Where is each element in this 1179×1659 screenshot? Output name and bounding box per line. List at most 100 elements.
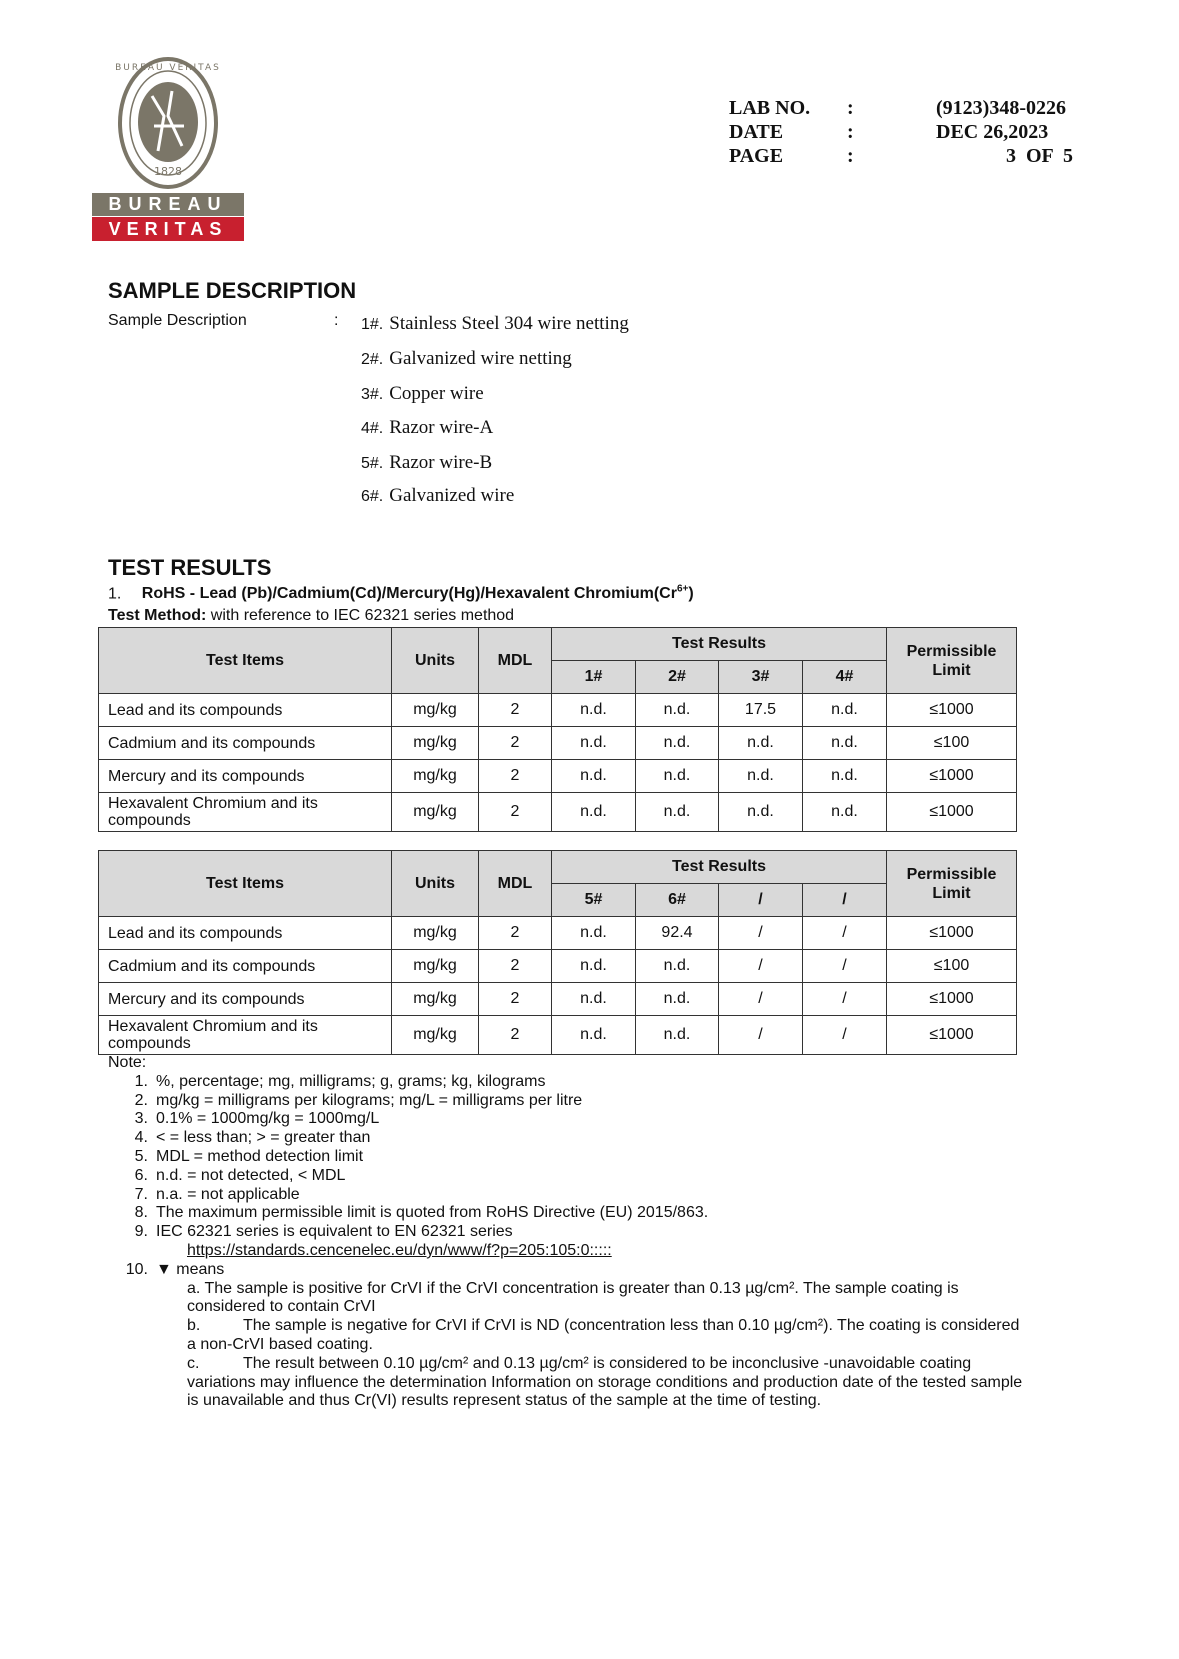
cell-limit: ≤1000 — [886, 693, 1018, 727]
test-item-name: RoHS - Lead (Pb)/Cadmium(Cd)/Mercury(Hg)… — [141, 584, 694, 603]
test-method: Test Method: with reference to IEC 62321… — [108, 607, 514, 625]
cell-value: / — [718, 1015, 803, 1055]
cell-value: n.d. — [635, 792, 719, 832]
table-row: Hexavalent Chromium and its compounds mg/… — [98, 792, 1018, 832]
note-item: 6. n.d. = not detected, < MDL — [134, 1166, 346, 1184]
note-item: 5. MDL = method detection limit — [134, 1147, 364, 1165]
note-10: 10. ▼ means — [125, 1260, 225, 1278]
cell-value: / — [718, 949, 803, 983]
cell-item: Cadmium and its compounds — [98, 726, 392, 760]
cell-limit: ≤1000 — [886, 792, 1018, 832]
cell-value: n.d. — [718, 726, 803, 760]
page-sep: : — [847, 145, 854, 167]
bureau-veritas-logo: 1828 BUREAU VERITAS BUREAU VERITAS — [92, 56, 244, 242]
col-test-results: Test Results — [550, 850, 888, 884]
cell-value: / — [718, 982, 803, 1016]
cell-limit: ≤100 — [886, 726, 1018, 760]
test-method-label: Test Method: — [108, 607, 207, 624]
cell-item: Hexavalent Chromium and its compounds — [98, 792, 392, 832]
sample-item: 4#. Razor wire-A — [361, 417, 494, 438]
cell-limit: ≤1000 — [886, 759, 1018, 793]
cell-units: mg/kg — [391, 792, 479, 832]
cell-units: mg/kg — [391, 1015, 479, 1055]
test-item-number: 1. — [108, 585, 122, 603]
cell-value: / — [801, 916, 888, 950]
logo-line1: BUREAU — [108, 194, 228, 214]
table-row: Mercury and its compounds mg/kg 2 n.d. n.d. /… — [98, 982, 1018, 1016]
cell-mdl: 2 — [478, 792, 552, 832]
cell-mdl: 2 — [478, 916, 552, 950]
cell-value: n.d. — [635, 759, 719, 793]
cell-limit: ≤1000 — [886, 916, 1018, 950]
test-results-heading: TEST RESULTS — [108, 555, 272, 580]
cell-value: n.d. — [551, 982, 636, 1016]
table-row: Lead and its compounds mg/kg 2 n.d. n.d. 17.5… — [98, 693, 1018, 727]
cencenelec-link[interactable]: https://standards.cencenelec.eu/dyn/www/… — [187, 1241, 612, 1259]
cell-mdl: 2 — [478, 949, 552, 983]
cell-limit: ≤1000 — [886, 982, 1018, 1016]
date-label: DATE — [729, 121, 784, 143]
date-value: DEC 26,2023 — [936, 121, 1049, 143]
cell-value: n.d. — [551, 693, 636, 727]
sample-description-sep: : — [334, 312, 339, 329]
cell-item: Lead and its compounds — [98, 693, 392, 727]
note-item: 2. mg/kg = milligrams per kilograms; mg/L… — [134, 1091, 583, 1109]
cell-mdl: 2 — [478, 693, 552, 727]
cell-value: n.d. — [635, 949, 719, 983]
note-item: 9. IEC 62321 series is equivalent to EN 6… — [134, 1223, 513, 1241]
cell-value: / — [801, 1015, 888, 1055]
col-test-items: Test Items — [98, 850, 392, 917]
table-row: Mercury and its compounds mg/kg 2 n.d. n.d. n… — [98, 759, 1018, 793]
cell-value: n.d. — [551, 949, 636, 983]
cell-value: n.d. — [801, 759, 888, 793]
svg-text:1828: 1828 — [154, 165, 182, 178]
col-units: Units — [391, 850, 479, 917]
col-sample: 4# — [801, 660, 888, 694]
col-permissible-limit: Permissible Limit — [886, 627, 1018, 694]
sample-item: 5#. Razor wire-B — [361, 452, 493, 473]
table-row: Cadmium and its compounds mg/kg 2 n.d. n.d. /… — [98, 949, 1018, 983]
cell-units: mg/kg — [391, 759, 479, 793]
sample-item: 2#. Galvanized wire netting — [361, 348, 572, 369]
cell-item: Mercury and its compounds — [98, 982, 392, 1016]
page-label: PAGE — [729, 145, 784, 167]
col-mdl: MDL — [478, 850, 552, 917]
cell-limit: ≤100 — [886, 949, 1018, 983]
date-sep: : — [847, 121, 854, 143]
page-row: PAGE : 3 OF 5 — [729, 144, 1075, 168]
test-method-text: with reference to IEC 62321 series metho… — [206, 607, 515, 624]
results-table-2: Test Items Units MDL Test Results Permis… — [98, 850, 1018, 1055]
col-mdl: MDL — [478, 627, 552, 694]
col-sample: 2# — [635, 660, 719, 694]
col-units: Units — [391, 627, 479, 694]
logo-line2: VERITAS — [108, 219, 228, 239]
notes-label: Note: — [108, 1054, 147, 1071]
date-row: DATE : DEC 26,2023 — [729, 120, 1075, 144]
col-sample: / — [718, 883, 803, 917]
report-header-info: LAB NO. : (9123)348-0226 DATE : DEC 26,2… — [729, 96, 1075, 168]
cell-value: n.d. — [551, 1015, 636, 1055]
note-10c: c. The result between 0.10 µg/cm² and 0.1… — [187, 1354, 1023, 1410]
cell-value: n.d. — [635, 726, 719, 760]
col-test-items: Test Items — [98, 627, 392, 694]
cell-item: Hexavalent Chromium and its compounds — [98, 1015, 392, 1055]
table-row: Lead and its compounds mg/kg 2 n.d. 92.4// ≤1… — [98, 916, 1018, 950]
cell-units: mg/kg — [391, 726, 479, 760]
cell-item: Mercury and its compounds — [98, 759, 392, 793]
cell-value: n.d. — [551, 916, 636, 950]
cell-value: 92.4 — [635, 916, 719, 950]
table-row: Cadmium and its compounds mg/kg 2 n.d. n.d. n… — [98, 726, 1018, 760]
note-item: 7. n.a. = not applicable — [134, 1185, 300, 1203]
notes-section: Note: 1.%, percentage; mg, milligrams; g… — [108, 1054, 1028, 1411]
cell-value: n.d. — [801, 693, 888, 727]
cell-value: n.d. — [801, 792, 888, 832]
col-sample: 1# — [551, 660, 636, 694]
sample-description-heading: SAMPLE DESCRIPTION — [108, 278, 357, 303]
cell-limit: ≤1000 — [886, 1015, 1018, 1055]
note-10b: b. The sample is negative for CrVI if CrV… — [187, 1317, 1020, 1353]
cell-item: Lead and its compounds — [98, 916, 392, 950]
cell-value: n.d. — [801, 726, 888, 760]
lab-no-value: (9123)348-0226 — [936, 97, 1066, 119]
cell-units: mg/kg — [391, 693, 479, 727]
cell-mdl: 2 — [478, 1015, 552, 1055]
